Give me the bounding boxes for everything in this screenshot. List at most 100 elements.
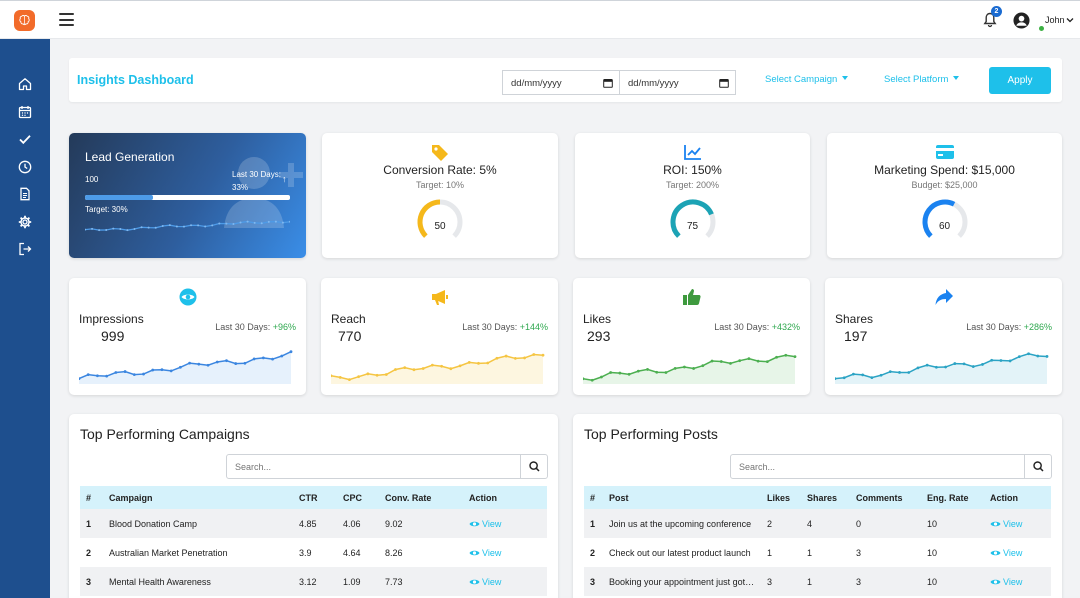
menu-toggle-button[interactable] <box>59 13 74 26</box>
sparkline-point <box>246 220 249 223</box>
select-campaign-dropdown[interactable]: Select Campaign <box>765 74 849 85</box>
sparkline-point <box>211 224 214 227</box>
sparkline-point <box>898 371 901 374</box>
sparkline-point <box>151 368 155 372</box>
lead-title: Lead Generation <box>85 150 175 164</box>
lead-sparkline <box>85 220 290 232</box>
check-icon[interactable] <box>18 132 32 146</box>
calendar-icon[interactable] <box>603 78 613 88</box>
gauge-value: 75 <box>686 221 699 232</box>
sparkline-point <box>243 361 247 365</box>
clock-icon[interactable] <box>18 160 32 174</box>
sparkline-point <box>197 224 200 227</box>
shares-card: Shares 197 Last 30 Days: +286% <box>825 278 1062 395</box>
view-label: View <box>482 518 502 529</box>
column-header[interactable]: # <box>584 486 603 509</box>
user-name[interactable]: John <box>1045 15 1065 25</box>
view-button[interactable]: View <box>469 548 501 558</box>
sparkline-point <box>168 224 171 227</box>
sparkline-point <box>784 353 788 357</box>
campaign-search-input[interactable] <box>227 455 521 478</box>
filter-bar: Insights Dashboard dd/mm/yyyy dd/mm/yyyy… <box>69 58 1062 102</box>
sparkline-point <box>412 368 416 372</box>
sparkline-point <box>971 365 975 368</box>
sparkline-point <box>495 356 499 360</box>
view-button[interactable]: View <box>990 519 1022 529</box>
sparkline-line <box>583 354 796 382</box>
sparkline-point <box>504 354 508 358</box>
date-from-field[interactable]: dd/mm/yyyy <box>502 70 620 95</box>
sparkline-point <box>1045 355 1049 358</box>
sparkline-point <box>655 370 659 374</box>
column-header[interactable]: Conv. Rate <box>379 486 463 509</box>
eye-icon <box>469 550 480 555</box>
sparkline-point <box>879 373 883 377</box>
sparkline-point <box>366 372 370 376</box>
sparkline-point <box>260 222 263 225</box>
app-logo[interactable] <box>14 10 35 31</box>
kpi-title: Marketing Spend: $15,000 <box>874 163 1015 177</box>
cell-ctr: 4.85 <box>293 509 337 538</box>
cell-shares: 1 <box>801 567 850 596</box>
stat-value: 999 <box>101 328 125 344</box>
column-header[interactable]: Post <box>603 486 761 509</box>
calendar-icon[interactable] <box>18 105 32 119</box>
column-header[interactable]: Eng. Rate <box>921 486 984 509</box>
home-icon[interactable] <box>18 77 32 91</box>
view-button[interactable]: View <box>990 577 1022 587</box>
apply-button[interactable]: Apply <box>989 67 1051 94</box>
cell-comments: 3 <box>850 567 921 596</box>
select-platform-dropdown[interactable]: Select Platform <box>884 74 960 85</box>
campaign-search-button[interactable] <box>520 455 547 478</box>
column-header[interactable]: Likes <box>761 486 801 509</box>
column-header[interactable]: CTR <box>293 486 337 509</box>
kpi-target: Target: 10% <box>415 180 465 190</box>
sparkline-point <box>348 378 351 382</box>
thumbs-up-icon <box>682 289 701 305</box>
sparkline-point <box>756 359 760 363</box>
user-avatar-icon[interactable] <box>1013 12 1030 29</box>
post-search-input[interactable] <box>731 455 1025 478</box>
logout-icon[interactable] <box>18 242 32 256</box>
cell-comments: 0 <box>850 509 921 538</box>
sparkline-point <box>430 363 434 367</box>
eye-icon <box>990 521 1001 526</box>
sparkline-point <box>204 225 207 228</box>
column-header[interactable]: CPC <box>337 486 379 509</box>
sparkline-line <box>835 352 1048 380</box>
gear-icon[interactable] <box>18 215 32 229</box>
sparkline-point <box>692 367 696 370</box>
gauge <box>670 199 715 238</box>
sparkline-point <box>916 366 920 370</box>
view-button[interactable]: View <box>469 577 501 587</box>
sparkline-point <box>477 361 480 365</box>
column-header[interactable]: Shares <box>801 486 850 509</box>
post-text: Check out our latest product launch <box>609 547 751 558</box>
column-header[interactable]: Comments <box>850 486 921 509</box>
sparkline-point <box>281 221 284 224</box>
column-header[interactable]: # <box>80 486 103 509</box>
sparkline-area <box>583 355 795 384</box>
sparkline-point <box>513 357 517 360</box>
view-button[interactable]: View <box>469 519 501 529</box>
stat-change-value: +144% <box>519 322 548 332</box>
column-header[interactable]: Campaign <box>103 486 293 509</box>
column-header: Action <box>984 486 1051 509</box>
calendar-icon[interactable] <box>719 78 729 88</box>
view-button[interactable]: View <box>990 548 1022 558</box>
post-search-button[interactable] <box>1024 455 1051 478</box>
cell-conv-rate: 7.73 <box>379 567 463 596</box>
chevron-down-icon[interactable] <box>1066 17 1074 23</box>
sparkline-point <box>280 354 284 358</box>
stat-change-value: +286% <box>1023 322 1052 332</box>
sparkline-point <box>729 361 732 365</box>
sparkline-point <box>112 227 115 230</box>
stat-title: Likes <box>583 312 612 326</box>
sparkline-point <box>646 368 649 371</box>
document-icon[interactable] <box>18 187 32 201</box>
kpi-target: Budget: $25,000 <box>911 180 978 190</box>
search-icon <box>528 461 540 472</box>
date-to-field[interactable]: dd/mm/yyyy <box>619 70 736 95</box>
sparkline-point <box>96 374 99 378</box>
sparkline-point <box>953 362 957 365</box>
